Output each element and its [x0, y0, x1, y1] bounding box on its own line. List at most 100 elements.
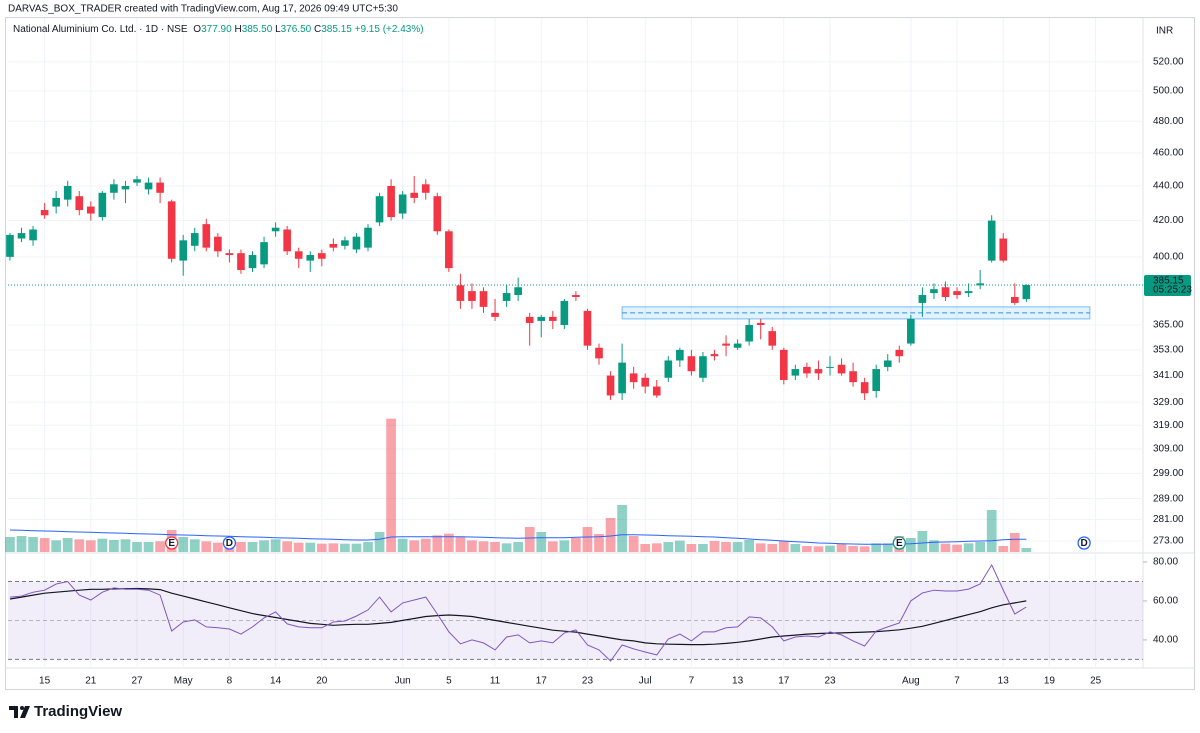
- candle-body: [202, 224, 211, 248]
- volume-bar: [594, 534, 604, 552]
- volume-bar: [247, 542, 258, 552]
- candle-body: [167, 201, 176, 259]
- volume-bar: [28, 537, 38, 552]
- volume-bar: [1021, 548, 1032, 552]
- y-tick-label: 420.00: [1153, 215, 1184, 226]
- volume-bar: [663, 542, 674, 552]
- rsi-ma-line: [9, 587, 1027, 646]
- volume-bar: [802, 546, 812, 552]
- candle-body: [214, 236, 222, 252]
- volume-bar: [917, 531, 928, 552]
- candle-body: [964, 291, 973, 294]
- price-tag: [1144, 275, 1191, 297]
- volume-bar: [97, 538, 108, 552]
- y-tick-label: 520.00: [1153, 56, 1184, 67]
- volume-bar: [848, 546, 858, 552]
- volume-bar: [213, 542, 223, 552]
- logo-icon: [9, 706, 18, 718]
- candle-body: [306, 255, 315, 261]
- candle-body: [40, 210, 49, 216]
- volume-bar: [178, 537, 189, 552]
- volume-bar: [836, 544, 847, 552]
- volume-bar: [790, 544, 801, 552]
- volume-bar: [85, 540, 96, 552]
- volume-bar: [143, 542, 154, 552]
- volume-bar: [189, 539, 200, 552]
- candle-body: [768, 331, 777, 346]
- volume-bar: [501, 543, 512, 552]
- legend-value: 385.15: [321, 24, 352, 35]
- symbol-title: National Aluminium Co. Ltd. · 1D · NSE: [13, 24, 188, 35]
- candle-body: [283, 229, 291, 252]
- price-tag-label: 385.15: [1153, 276, 1184, 287]
- volume-bar: [755, 543, 766, 552]
- volume-bar: [5, 537, 15, 552]
- y-tick-label: 289.00: [1153, 493, 1184, 504]
- x-tick-label: May: [174, 676, 193, 687]
- candle-body: [803, 366, 811, 374]
- candle-body: [930, 289, 938, 294]
- candle-body: [548, 316, 557, 321]
- volume-bar: [732, 542, 743, 552]
- volume-bar: [524, 527, 535, 552]
- legend-change: +9.15 (+2.43%): [355, 24, 424, 35]
- candle-body: [814, 369, 823, 374]
- volume-bar: [813, 546, 824, 552]
- y-tick-label: 273.00: [1153, 536, 1184, 547]
- volume-bar: [293, 542, 304, 552]
- volume-bar: [929, 540, 939, 552]
- candle-body: [63, 185, 72, 200]
- volume-bar: [582, 527, 593, 552]
- chart-frame: [5, 17, 1195, 690]
- candle-body: [641, 377, 650, 387]
- y-tick-label: 353.00: [1153, 344, 1184, 355]
- x-tick-label: 13: [998, 676, 1010, 687]
- volume-bar: [767, 544, 778, 552]
- volume-bar: [975, 542, 985, 552]
- y-tick-label: 281.00: [1153, 514, 1184, 525]
- candle-body: [953, 291, 961, 296]
- candle-body: [341, 240, 349, 246]
- x-tick-label: 17: [536, 676, 548, 687]
- volume-ma-line: [9, 529, 1027, 545]
- candle-body: [722, 343, 730, 346]
- event-marker: [165, 536, 179, 550]
- legend: National Aluminium Co. Ltd. · 1D · NSE O…: [13, 24, 424, 35]
- candle-body: [294, 251, 303, 259]
- volume-bar: [675, 540, 685, 552]
- y-tick-label: 365.00: [1153, 320, 1184, 331]
- candle-body: [849, 371, 857, 383]
- candle-body: [572, 295, 580, 297]
- candle-body: [676, 349, 684, 361]
- candle-body: [895, 349, 904, 357]
- x-tick-label: 19: [1044, 676, 1056, 687]
- y-tick-label: 309.00: [1153, 444, 1184, 455]
- legend-value: 385.50: [242, 24, 273, 35]
- volume-bar: [16, 536, 27, 552]
- candle-body: [387, 185, 395, 218]
- candle-body: [525, 316, 534, 323]
- candle-body: [664, 360, 673, 378]
- legend-key: H: [234, 24, 241, 35]
- candle-body: [445, 231, 453, 269]
- candle-body: [918, 295, 927, 303]
- candle-body: [110, 184, 118, 193]
- rsi-tick-label: 40.00: [1153, 635, 1178, 646]
- candle-body: [745, 324, 753, 342]
- candle-body: [976, 283, 984, 286]
- x-tick-label: 11: [490, 676, 501, 687]
- x-tick-label: 15: [39, 676, 51, 687]
- candle-body: [468, 291, 476, 301]
- brand-logo: [9, 706, 30, 718]
- volume-bar: [328, 543, 339, 552]
- rsi-tick-label: 60.00: [1153, 596, 1178, 607]
- candle-body: [98, 192, 107, 218]
- y-tick-label: 329.00: [1153, 397, 1184, 408]
- volume-bar: [571, 538, 581, 552]
- candle-body: [987, 220, 996, 261]
- event-label: D: [1080, 538, 1087, 549]
- x-tick-label: 8: [227, 676, 233, 687]
- y-tick-label: 341.00: [1153, 370, 1184, 381]
- volume-bar: [132, 542, 142, 552]
